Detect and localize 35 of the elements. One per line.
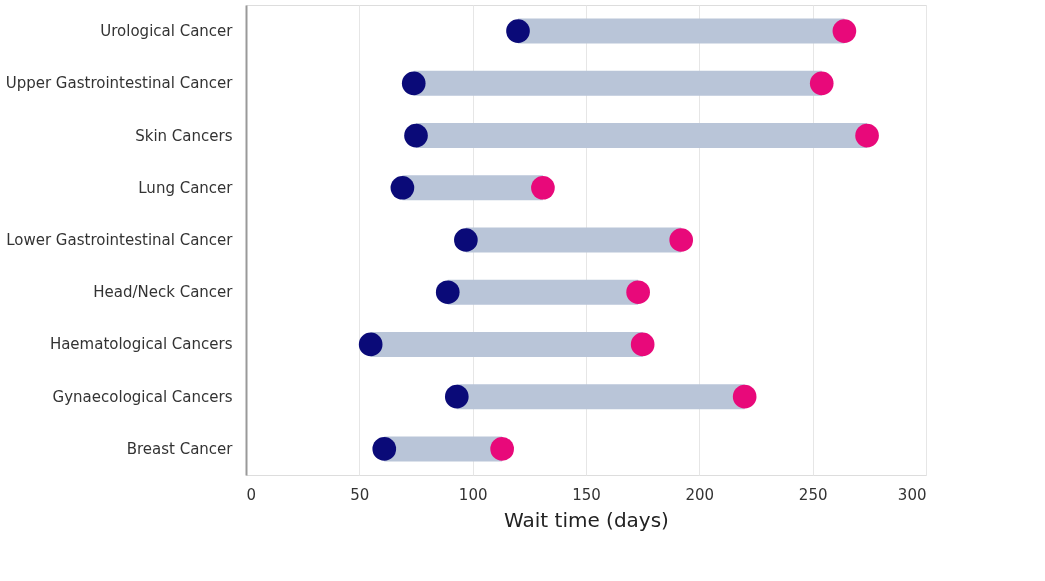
point — [809, 71, 834, 96]
point — [832, 19, 857, 43]
y-tick-label: Breast Cancer — [126, 439, 234, 458]
point — [454, 228, 478, 252]
point — [630, 332, 655, 357]
y-tick-label: Haematological Cancers — [49, 335, 233, 354]
y-tick-label: Urological Cancer — [100, 22, 234, 41]
point — [390, 175, 415, 200]
point — [435, 280, 460, 305]
point — [669, 228, 694, 252]
x-tick-label: 300 — [897, 485, 927, 504]
y-tick-label: Upper Gastrointestinal Cancer — [5, 74, 234, 93]
point — [401, 71, 426, 96]
point — [490, 437, 514, 461]
point — [855, 123, 879, 148]
point — [506, 19, 530, 43]
y-tick-label: Gynaecological Cancers — [52, 387, 233, 406]
y-tick-label: Lower Gastrointestinal Cancer — [6, 231, 234, 249]
y-tick-label: Lung Cancer — [138, 178, 234, 197]
point — [444, 384, 469, 409]
y-tick-label: Skin Cancers — [135, 126, 233, 145]
x-tick-label: 200 — [685, 485, 715, 504]
point — [404, 123, 428, 148]
x-tick-label: 50 — [350, 485, 370, 504]
x-tick-label: 250 — [798, 485, 828, 504]
y-tick-label: Head/Neck Cancer — [93, 283, 234, 302]
point — [531, 175, 555, 200]
point — [372, 437, 397, 461]
point — [732, 384, 757, 409]
x-tick-label: 150 — [572, 485, 601, 504]
x-tick-label: 0 — [246, 485, 257, 504]
x-axis-title: Wait time (days) — [504, 507, 669, 532]
point — [358, 332, 383, 357]
point — [626, 280, 650, 305]
x-tick-label: 100 — [458, 485, 488, 504]
